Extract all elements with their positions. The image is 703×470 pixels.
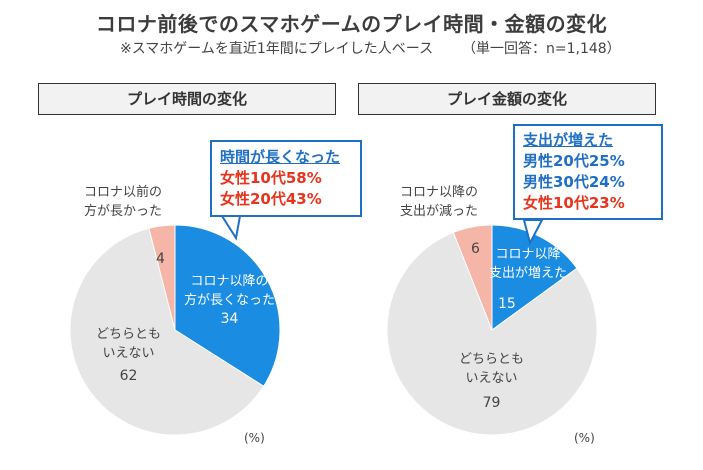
value-neutral-time: 62	[119, 368, 138, 384]
label-line: 支出が増えた	[489, 266, 568, 281]
callout-item: 女性10代58%	[220, 169, 322, 187]
label-line: いえない	[465, 371, 518, 386]
label-line: いえない	[102, 346, 155, 361]
callout-pointer-time	[220, 215, 242, 241]
callout-item: 女性20代43%	[220, 190, 322, 208]
value-increase-time: 34	[220, 311, 239, 327]
callout-play-time: 時間が長くなった 女性10代58% 女性20代43%	[210, 140, 362, 217]
value-increase-spending: 15	[498, 296, 516, 312]
value-neutral-spending: 79	[482, 395, 501, 411]
value-decrease-time: 4	[156, 251, 165, 267]
label-line: 方が長かった	[84, 204, 163, 219]
label-line: コロナ以降の	[400, 185, 479, 200]
label-line: 支出が減った	[400, 204, 479, 219]
pie-slice-decrease-time	[148, 224, 176, 331]
chart-title: コロナ前後でのスマホゲームのプレイ時間・金額の変化	[95, 12, 608, 36]
panel-title-play-time: プレイ時間の変化	[38, 83, 336, 115]
label-line: どちらとも	[459, 352, 525, 367]
label-decrease-spending: コロナ以降の 支出が減った	[400, 183, 478, 221]
callout-heading: 支出が増えた	[523, 131, 614, 149]
pie-slice-neutral-spending	[386, 231, 598, 436]
callout-item: 女性10代23%	[523, 194, 625, 212]
sample-note: （単一回答：n=1,148）	[462, 41, 621, 57]
callout-heading: 時間が長くなった	[220, 148, 341, 166]
pie-slice-neutral-time	[69, 227, 265, 436]
label-neutral-spending: どちらとも いえない 79	[459, 350, 524, 413]
pie-slice-decrease-spending	[452, 224, 493, 331]
callout-item: 男性30代24%	[523, 173, 625, 191]
label-line: 方が長くなった	[184, 293, 276, 308]
label-neutral-time: どちらとも いえない 62	[96, 325, 161, 386]
label-line: コロナ以降	[495, 247, 561, 262]
callout-spending: 支出が増えた 男性20代25% 男性30代24% 女性10代23%	[513, 124, 663, 220]
label-line: コロナ以前の	[84, 185, 163, 200]
label-decrease-time: コロナ以前の 方が長かった	[84, 183, 162, 221]
panel-title-spending: プレイ金額の変化	[358, 83, 656, 115]
callout-pointer-spending	[522, 219, 544, 246]
pie-slice-increase-spending	[491, 224, 578, 331]
label-line: どちらとも	[96, 327, 162, 342]
label-line: コロナ以降の	[190, 274, 269, 289]
unit-label: (%)	[244, 431, 265, 445]
chart-subtitle: ※スマホゲームを直近1年間にプレイした人ベース	[120, 41, 434, 57]
label-increase-spending: コロナ以降 支出が増えた	[489, 245, 567, 283]
pie-slice-increase-time	[174, 224, 281, 387]
unit-label: (%)	[574, 431, 595, 445]
value-decrease-spending: 6	[471, 241, 480, 257]
label-increase-time: コロナ以降の 方が長くなった 34	[184, 272, 275, 329]
callout-item: 男性20代25%	[523, 152, 625, 170]
